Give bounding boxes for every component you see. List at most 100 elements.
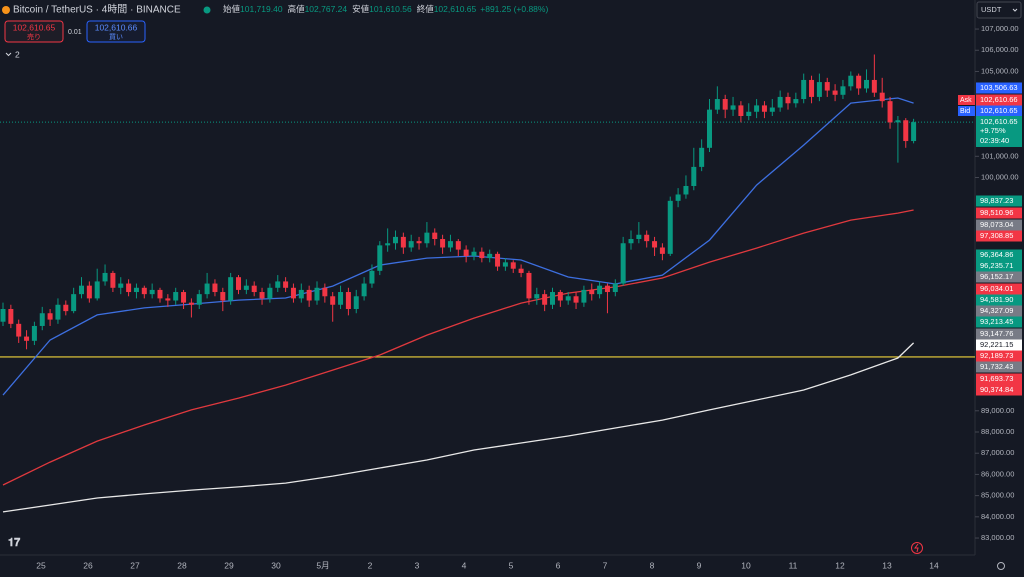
candle-body: [424, 232, 430, 244]
x-tick-label: 13: [882, 560, 892, 570]
y-tick-label: 84,000.00: [981, 512, 1014, 521]
candle-body: [24, 336, 30, 341]
alert-icon[interactable]: [911, 542, 923, 554]
candle-body: [620, 243, 626, 284]
price-tag: 94,327.09: [980, 306, 1013, 315]
tv-logo: 𝟏𝟕: [8, 537, 21, 549]
x-tick-label: 11: [789, 560, 798, 570]
x-tick-label: 5月: [316, 560, 329, 570]
candle-body: [816, 82, 822, 97]
x-tick-label: 5: [509, 560, 514, 570]
sell-label: 売り: [27, 32, 41, 41]
candle-body: [259, 292, 265, 299]
bid-tag-bg: [976, 105, 1022, 117]
candle-body: [911, 122, 917, 142]
candle-body: [8, 308, 14, 324]
price-tag-bg: [976, 373, 1022, 385]
x-tick-label: 26: [83, 560, 93, 570]
candle-body: [785, 96, 791, 104]
candle-body: [47, 313, 53, 320]
ohlc-value: 101,719.40: [240, 4, 283, 14]
candle-body: [604, 285, 610, 293]
candle-body: [16, 323, 22, 337]
y-tick-label: 86,000.00: [981, 469, 1014, 478]
moving-average: [2, 209, 914, 486]
x-tick-label: 6: [556, 560, 561, 570]
candle-body: [212, 283, 218, 293]
symbol-icon: [2, 6, 10, 14]
candle-body: [369, 270, 375, 284]
candle-body: [801, 79, 807, 100]
symbol: Bitcoin / TetherUS · 4時間 · BINANCE: [13, 4, 181, 16]
candle-body: [628, 239, 634, 244]
ohlc-label: 高値: [288, 4, 306, 14]
candle-body: [895, 120, 901, 123]
candle-body: [612, 283, 618, 293]
buy-label: 買い: [109, 33, 123, 41]
ohlc-change: +891.25 (+0.88%): [480, 4, 548, 14]
candle-body: [675, 194, 681, 201]
currency-select[interactable]: [976, 1, 1022, 19]
collapse-icon[interactable]: [5, 52, 12, 57]
y-tick-label: 106,000.00: [981, 45, 1019, 54]
candle-body: [856, 75, 862, 89]
candle-body: [338, 292, 344, 305]
candle-body: [487, 253, 493, 259]
candle-body: [848, 75, 854, 87]
candle-body: [181, 292, 187, 303]
last-price: 102,610.65: [980, 117, 1018, 126]
candle-body: [353, 296, 359, 309]
candle-body: [196, 294, 202, 305]
price-tag: 97,308.85: [980, 231, 1013, 240]
candle-body: [322, 287, 328, 297]
plot: [0, 54, 975, 513]
price-tag-bg: [976, 294, 1022, 306]
price-tag-bg: [976, 350, 1022, 362]
price-tag-bg: [976, 384, 1022, 396]
candle-body: [738, 105, 744, 117]
sell-button[interactable]: [4, 20, 64, 43]
price-tag: 92,189.73: [980, 351, 1013, 360]
ask-tag: 102,610.66: [980, 95, 1018, 104]
price-tag-bg: [976, 260, 1022, 272]
price-tag: 98,837.23: [980, 196, 1013, 205]
price-tag-bg: [976, 230, 1022, 242]
buy-price: 102,610.66: [95, 22, 138, 32]
candle-body: [746, 111, 752, 117]
candle-body: [71, 294, 77, 312]
bolt: [914, 543, 919, 553]
x-tick-label: 28: [177, 560, 187, 570]
dropdown-icon: [1012, 8, 1018, 12]
y-tick-label: 101,000.00: [981, 151, 1019, 160]
candle-body: [769, 107, 775, 112]
ma-tag: 103,506.63: [980, 83, 1018, 92]
x-tick-label: 12: [835, 560, 845, 570]
price-tag-bg: [976, 271, 1022, 283]
buy-button[interactable]: [86, 20, 146, 43]
moving-average: [2, 342, 915, 513]
x-tick-label: 30: [271, 560, 281, 570]
candle-body: [79, 285, 84, 295]
candle-body: [793, 99, 799, 104]
price-tag: 96,034.01: [980, 284, 1013, 293]
candle-body: [526, 272, 532, 299]
candle-body: [345, 292, 351, 309]
y-tick-label: 100,000.00: [981, 172, 1019, 181]
candle-body: [879, 92, 885, 102]
candle-body: [440, 239, 446, 248]
sell-price: 102,610.65: [13, 22, 56, 32]
price-tag: 91,732.43: [980, 362, 1013, 371]
candle-body: [683, 185, 689, 195]
candle-body: [377, 245, 383, 271]
candle-body: [824, 82, 830, 91]
candle-body: [385, 243, 391, 246]
spread: 0.01: [68, 29, 82, 36]
candle-body: [157, 289, 163, 299]
price-tag-bg: [976, 328, 1022, 340]
price-tag: 93,147.76: [980, 329, 1013, 338]
candle-body: [393, 236, 398, 244]
candle-body: [228, 277, 234, 301]
settings-icon[interactable]: [997, 562, 1005, 570]
